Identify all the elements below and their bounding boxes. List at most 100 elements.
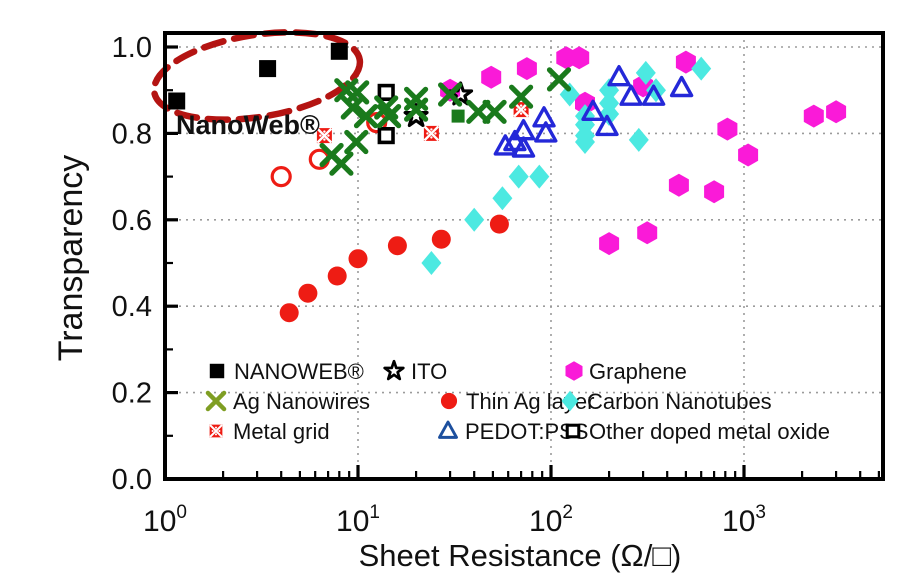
point-carbon-nanotubes: [575, 130, 595, 154]
x-tick-label: 102: [529, 502, 573, 538]
tick-labels: 0.0 0.2 0.4 0.6 0.8 1.0 100 101 102 103: [112, 32, 766, 538]
point-graphene: [516, 57, 537, 81]
point-pedot-pss: [511, 118, 536, 141]
point-thin-ag-layer: [298, 283, 318, 303]
point-ag-nanowires: [353, 103, 379, 129]
point-nanoweb: [168, 92, 186, 110]
point-ag-nanowires: [344, 129, 369, 155]
point-thin-ag-layer: [279, 303, 299, 323]
x-tick-label: 100: [143, 502, 187, 538]
y-tick-label: 0.6: [112, 205, 152, 237]
point-ag-nanowires: [438, 82, 463, 107]
legend-item-graphene: Graphene: [565, 359, 687, 384]
legend-item-other-doped-metal-oxide: Other doped metal oxide: [565, 419, 830, 444]
point-ag-nanowires: [546, 67, 572, 92]
point-other-doped-metal-oxide: [377, 83, 395, 102]
nanoweb-annotation: NanoWeb®: [176, 110, 320, 140]
point-thin-ag-layer: [431, 229, 451, 249]
y-tick-label: 0.2: [112, 378, 152, 410]
point-ag-nanowires: [329, 151, 354, 176]
point-nanoweb: [259, 60, 277, 78]
point-nanoweb: [330, 42, 348, 60]
y-tick-label: 1.0: [112, 32, 152, 64]
point-carbon-nanotubes: [628, 127, 649, 152]
legend-item-metal-grid: Metal grid: [209, 419, 330, 444]
point-ag-nanowires: [508, 84, 534, 109]
x-axis-title: Sheet Resistance (Ω/□): [359, 538, 682, 573]
point-carbon-nanotubes: [529, 164, 550, 189]
point-metal-grid: [423, 125, 440, 142]
point-pedot-pss: [607, 64, 631, 87]
point-pedot-pss: [581, 99, 605, 122]
point-circle-open: [270, 166, 292, 188]
legend-marker-metal-grid: [209, 424, 223, 438]
point-thin-ag-layer: [489, 214, 509, 234]
legend-item-ito: ITO: [383, 359, 447, 384]
point-thin-ag-layer: [387, 236, 407, 256]
point-graphene: [481, 65, 502, 89]
point-carbon-nanotubes: [508, 164, 529, 189]
legend-label-metal-grid: Metal grid: [233, 419, 330, 444]
x-tick-label: 103: [722, 502, 766, 538]
legend-marker-nanoweb: [209, 363, 225, 379]
point-graphene: [704, 180, 725, 204]
legend-item-ag-nanowires: Ag Nanowires: [205, 389, 370, 414]
point-pedot-pss: [669, 75, 694, 98]
legend-label-other-doped-metal-oxide: Other doped metal oxide: [589, 419, 830, 444]
legend-marker-graphene: [565, 361, 583, 381]
point-pedot-pss: [503, 129, 527, 152]
point-graphene: [675, 50, 696, 74]
point-carbon-nanotubes: [635, 60, 656, 85]
legend-marker-ito: [383, 359, 405, 381]
point-graphene: [738, 143, 759, 167]
data-points: [168, 42, 847, 323]
legend-marker-other-doped-metal-oxide: [565, 423, 581, 439]
point-pedot-pss: [595, 114, 619, 137]
point-carbon-nanotubes: [421, 251, 442, 275]
legend-item-nanoweb: NANOWEB®: [209, 359, 364, 384]
point-pedot-pss: [534, 121, 558, 143]
legend-marker-thin-ag-layer: [440, 392, 458, 410]
point-square-filled-small: [451, 109, 465, 123]
y-axis-title: Transparency: [52, 155, 90, 362]
point-graphene: [826, 100, 847, 124]
point-pedot-pss: [641, 84, 666, 106]
axes-spines-ticks: [163, 31, 885, 481]
y-tick-label: 0.4: [112, 291, 152, 323]
point-graphene: [599, 232, 620, 256]
nanoweb-highlight-ellipse: [150, 29, 364, 123]
point-graphene: [569, 46, 590, 70]
point-ito: [403, 102, 429, 127]
y-tick-label: 0.0: [112, 464, 152, 496]
point-ag-nanowires: [377, 103, 402, 129]
legend-label-carbon-nanotubes: Carbon Nanotubes: [587, 389, 772, 414]
legend-marker-pedot-pss: [438, 420, 458, 439]
point-carbon-nanotubes: [464, 207, 485, 232]
legend-label-ag-nanowires: Ag Nanowires: [233, 389, 370, 414]
legend-label-ito: ITO: [411, 359, 447, 384]
plot-border: [163, 31, 885, 481]
legend-marker-carbon-nanotubes: [561, 390, 579, 412]
point-other-doped-metal-oxide: [377, 127, 395, 145]
legend-label-graphene: Graphene: [589, 359, 687, 384]
point-metal-grid: [316, 127, 333, 144]
point-ag-nanowires: [340, 95, 365, 120]
nanoweb-ellipse-outline: [150, 29, 364, 123]
point-thin-ag-layer: [348, 249, 368, 269]
point-pedot-pss: [493, 134, 517, 156]
point-graphene: [668, 173, 689, 197]
point-thin-ag-layer: [327, 266, 347, 286]
legend-label-nanoweb: NANOWEB®: [234, 359, 364, 384]
point-carbon-nanotubes: [492, 186, 513, 211]
point-carbon-nanotubes: [691, 56, 712, 81]
point-ag-nanowires: [482, 99, 507, 124]
legend-marker-ag-nanowires: [205, 390, 227, 412]
y-tick-label: 0.8: [112, 118, 152, 150]
point-ag-nanowires: [404, 97, 429, 122]
point-pedot-pss: [511, 136, 536, 158]
point-graphene: [803, 104, 824, 128]
legend-item-carbon-nanotubes: Carbon Nanotubes: [561, 389, 772, 414]
point-pedot-pss: [619, 84, 643, 106]
